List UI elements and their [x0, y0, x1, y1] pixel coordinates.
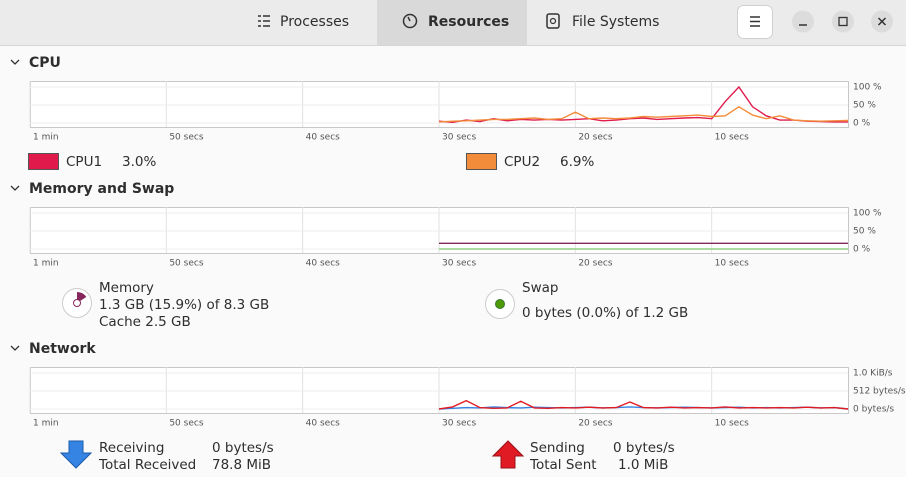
- series-line: [438, 399, 849, 410]
- pie-center: [73, 299, 81, 307]
- swap-detail: 0 bytes (0.0%) of 1.2 GB: [522, 305, 688, 321]
- x-tick-label: 30 secs: [442, 133, 476, 143]
- button-bg: [832, 10, 854, 33]
- x-tick-label: 10 secs: [715, 133, 749, 143]
- y-tick-label: 0 %: [853, 119, 871, 129]
- resources-icon-needle: [407, 16, 411, 22]
- menu-icon: [750, 16, 760, 27]
- x-tick-label: 40 secs: [306, 259, 340, 269]
- x-tick-label: 10 secs: [715, 259, 749, 269]
- minimize-button[interactable]: [792, 10, 814, 33]
- total-name: Total Received: [98, 457, 196, 473]
- sending-icon: [491, 440, 525, 469]
- menu-button[interactable]: [737, 5, 773, 39]
- legend-name: Sending: [530, 440, 585, 456]
- resources-icon: [402, 13, 418, 29]
- maximize-icon: [838, 16, 848, 27]
- chevron: [10, 59, 20, 65]
- y-tick-label: 1.0 KiB/s: [853, 369, 893, 379]
- x-tick-label: 30 secs: [442, 419, 476, 429]
- y-tick-label: 50 %: [853, 227, 876, 237]
- x-tick-label: 10 secs: [715, 419, 749, 429]
- x-tick-label: 50 secs: [169, 259, 203, 269]
- y-tick-label: 0 %: [853, 245, 871, 255]
- close-button[interactable]: [871, 10, 893, 33]
- x-tick-label: 40 secs: [306, 133, 340, 143]
- x-tick-label: 1 min: [33, 419, 59, 429]
- legend-swatch: [28, 153, 59, 170]
- rate: 0 bytes/s: [212, 440, 274, 456]
- y-tick-label: 100 %: [853, 83, 882, 93]
- processes-icon: [258, 15, 270, 27]
- tab-resources[interactable]: Resources: [402, 13, 510, 30]
- section-title: Network: [29, 341, 96, 357]
- x-tick-label: 50 secs: [169, 419, 203, 429]
- tab-label: File Systems: [572, 14, 659, 30]
- x-tick-label: 1 min: [33, 133, 59, 143]
- y-tick-label: 0 bytes/s: [853, 405, 894, 415]
- legend-name: Memory: [99, 280, 154, 296]
- x-tick-label: 1 min: [33, 259, 59, 269]
- active-tab-bg: [377, 0, 527, 45]
- network-section-header[interactable]: Network: [10, 341, 96, 357]
- legend-name: Receiving: [99, 440, 164, 456]
- x-tick-label: 50 secs: [169, 133, 203, 143]
- section-title: Memory and Swap: [29, 181, 174, 197]
- legend-name: CPU2: [504, 154, 540, 170]
- receiving-icon: [59, 440, 93, 469]
- tab-label: Resources: [428, 14, 509, 30]
- legend-name: CPU1: [66, 154, 102, 170]
- rate: 0 bytes/s: [613, 440, 675, 456]
- x-tick-label: 20 secs: [578, 133, 612, 143]
- legend-value: 6.9%: [560, 154, 594, 170]
- section-title: CPU: [29, 55, 61, 71]
- total: 78.8 MiB: [212, 457, 271, 473]
- x-tick-label: 30 secs: [442, 259, 476, 269]
- total: 1.0 MiB: [618, 457, 668, 473]
- x-tick-label: 40 secs: [306, 419, 340, 429]
- legend-swatch: [466, 153, 497, 170]
- series-line: [438, 105, 849, 123]
- series-line: [438, 85, 848, 124]
- memory-section-header[interactable]: Memory and Swap: [10, 181, 174, 197]
- tab-processes[interactable]: Processes: [258, 14, 349, 30]
- button-bg: [792, 10, 814, 33]
- total-name: Total Sent: [529, 457, 597, 473]
- chevron: [10, 185, 20, 191]
- legend-name: Swap: [522, 280, 558, 296]
- x-tick-label: 20 secs: [578, 419, 612, 429]
- usage-pie: [495, 299, 505, 309]
- memory-detail: 1.3 GB (15.9%) of 8.3 GB: [99, 297, 269, 313]
- legend-value: 3.0%: [122, 154, 156, 170]
- memory-cache: Cache 2.5 GB: [99, 314, 191, 330]
- y-tick-label: 100 %: [853, 209, 882, 219]
- tab-label: Processes: [280, 14, 349, 30]
- cpu-section-header[interactable]: CPU: [10, 55, 61, 71]
- x-tick-label: 20 secs: [578, 259, 612, 269]
- y-tick-label: 50 %: [853, 101, 876, 111]
- y-tick-label: 512 bytes/s: [853, 387, 906, 397]
- tab-file-systems[interactable]: File Systems: [546, 13, 659, 30]
- fs-icon: [546, 13, 560, 29]
- chevron: [10, 345, 20, 351]
- maximize-button[interactable]: [832, 10, 854, 33]
- fs-icon-disk: [549, 17, 557, 25]
- close-icon: [877, 17, 887, 26]
